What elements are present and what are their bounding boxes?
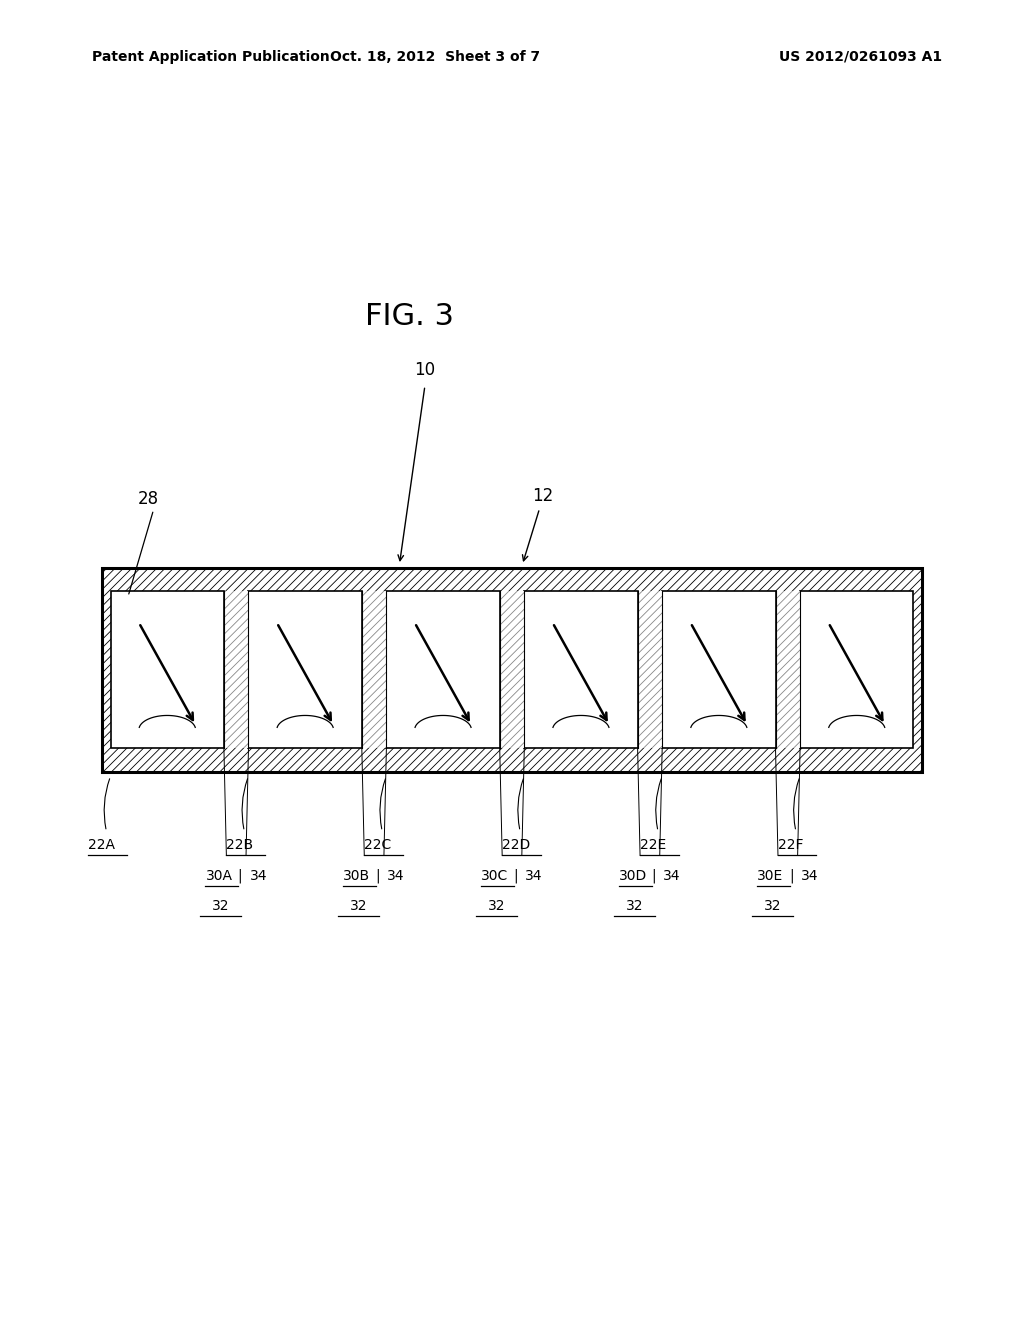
Text: 22E: 22E [640, 838, 666, 853]
Text: 22F: 22F [777, 838, 803, 853]
Text: |: | [788, 869, 794, 883]
Text: US 2012/0261093 A1: US 2012/0261093 A1 [779, 50, 942, 63]
Bar [524, 591, 638, 748]
Text: 32: 32 [764, 899, 781, 913]
Text: 22C: 22C [364, 838, 391, 853]
Bar [800, 591, 913, 748]
Text: 32: 32 [626, 899, 643, 913]
Text: 22A: 22A [88, 838, 115, 853]
Bar [386, 591, 500, 748]
Text: 10: 10 [415, 360, 435, 379]
Text: |: | [238, 869, 242, 883]
Text: |: | [375, 869, 380, 883]
Bar [102, 568, 922, 772]
Text: 32: 32 [487, 899, 506, 913]
Text: 34: 34 [250, 869, 267, 883]
Text: 30A: 30A [206, 869, 232, 883]
Bar [775, 591, 800, 748]
Text: 34: 34 [387, 869, 404, 883]
Text: 30D: 30D [620, 869, 647, 883]
Text: 22B: 22B [226, 838, 253, 853]
Text: Oct. 18, 2012  Sheet 3 of 7: Oct. 18, 2012 Sheet 3 of 7 [330, 50, 541, 63]
Bar [224, 591, 249, 748]
Bar [361, 591, 386, 748]
Text: 22D: 22D [502, 838, 530, 853]
Text: 34: 34 [525, 869, 543, 883]
Text: 34: 34 [664, 869, 681, 883]
Text: 30B: 30B [343, 869, 371, 883]
Bar [638, 591, 663, 748]
Bar [663, 591, 775, 748]
Text: 34: 34 [801, 869, 818, 883]
Bar [500, 591, 524, 748]
Text: FIG. 3: FIG. 3 [366, 302, 454, 331]
Text: |: | [651, 869, 655, 883]
Bar [111, 591, 224, 748]
Text: 30C: 30C [481, 869, 509, 883]
Text: 32: 32 [212, 899, 229, 913]
Text: Patent Application Publication: Patent Application Publication [92, 50, 330, 63]
Text: 32: 32 [350, 899, 368, 913]
Text: |: | [513, 869, 518, 883]
Bar [249, 591, 361, 748]
Text: 12: 12 [532, 487, 553, 506]
Text: 28: 28 [138, 490, 159, 508]
Text: 30E: 30E [757, 869, 783, 883]
Bar [102, 568, 922, 772]
